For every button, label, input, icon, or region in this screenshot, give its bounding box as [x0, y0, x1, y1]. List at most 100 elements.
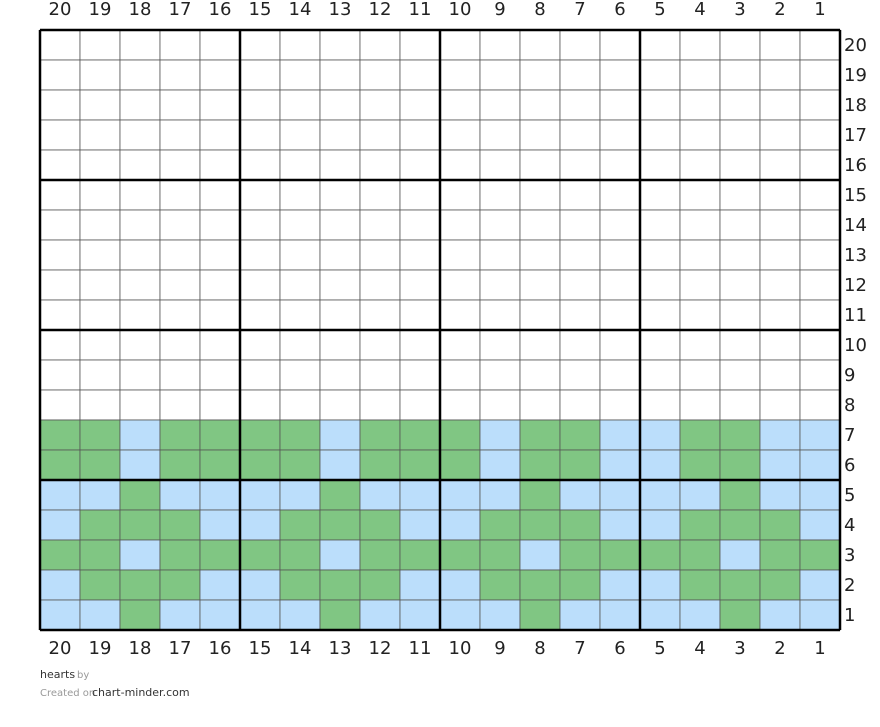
- stitch-cell: [559, 269, 601, 301]
- stitch-cell: [239, 239, 281, 271]
- stitch-cell: [439, 239, 481, 271]
- stitch-cell: [519, 59, 561, 91]
- stitch-cell: [359, 389, 401, 421]
- stitch-cell: [719, 569, 761, 601]
- stitch-cell: [719, 209, 761, 241]
- stitch-cell: [399, 449, 441, 481]
- stitch-cell: [239, 359, 281, 391]
- stitch-cell: [199, 299, 241, 331]
- column-label-top: 13: [329, 0, 352, 20]
- stitch-cell: [279, 329, 321, 361]
- stitch-cell: [439, 359, 481, 391]
- stitch-cell: [159, 539, 201, 571]
- stitch-cell: [439, 509, 481, 541]
- stitch-cell: [359, 59, 401, 91]
- stitch-cell: [439, 449, 481, 481]
- column-label-top: 4: [694, 0, 705, 20]
- stitch-cell: [519, 29, 561, 61]
- column-label-bottom: 2: [774, 638, 785, 659]
- stitch-cell: [799, 359, 841, 391]
- stitch-cell: [439, 149, 481, 181]
- row-label: 8: [844, 395, 855, 416]
- stitch-cell: [239, 209, 281, 241]
- stitch-cell: [399, 119, 441, 151]
- stitch-cell: [39, 389, 81, 421]
- stitch-cell: [239, 509, 281, 541]
- stitch-cell: [719, 299, 761, 331]
- stitch-cell: [199, 329, 241, 361]
- stitch-cell: [519, 119, 561, 151]
- stitch-cell: [639, 479, 681, 511]
- row-label: 9: [844, 365, 855, 386]
- column-label-bottom: 20: [49, 638, 72, 659]
- stitch-cell: [279, 359, 321, 391]
- stitch-cell: [159, 209, 201, 241]
- stitch-cell: [599, 209, 641, 241]
- stitch-cell: [119, 449, 161, 481]
- stitch-cell: [599, 599, 641, 631]
- stitch-cell: [239, 59, 281, 91]
- stitch-cell: [279, 419, 321, 451]
- column-label-top: 10: [449, 0, 472, 20]
- stitch-cell: [679, 59, 721, 91]
- stitch-cell: [559, 29, 601, 61]
- stitch-cell: [439, 569, 481, 601]
- stitch-cell: [39, 209, 81, 241]
- stitch-cell: [759, 419, 801, 451]
- stitch-cell: [359, 539, 401, 571]
- stitch-cell: [39, 149, 81, 181]
- stitch-cell: [519, 299, 561, 331]
- column-label-top: 7: [574, 0, 585, 20]
- stitch-cell: [79, 479, 121, 511]
- stitch-cell: [359, 479, 401, 511]
- stitch-cell: [119, 179, 161, 211]
- stitch-cell: [239, 389, 281, 421]
- stitch-cell: [319, 239, 361, 271]
- stitch-cell: [279, 239, 321, 271]
- stitch-cell: [319, 209, 361, 241]
- stitch-cell: [519, 509, 561, 541]
- stitch-cell: [759, 539, 801, 571]
- column-label-bottom: 14: [289, 638, 312, 659]
- stitch-cell: [119, 29, 161, 61]
- stitch-cell: [319, 359, 361, 391]
- stitch-cell: [599, 569, 641, 601]
- stitch-cell: [559, 359, 601, 391]
- column-label-bottom: 11: [409, 638, 432, 659]
- stitch-cell: [719, 179, 761, 211]
- stitch-cell: [119, 419, 161, 451]
- stitch-cell: [279, 29, 321, 61]
- stitch-cell: [759, 59, 801, 91]
- stitch-cell: [399, 539, 441, 571]
- stitch-cell: [759, 239, 801, 271]
- stitch-cell: [639, 449, 681, 481]
- stitch-cell: [279, 599, 321, 631]
- stitch-cell: [639, 539, 681, 571]
- row-label: 11: [844, 305, 867, 326]
- stitch-cell: [639, 89, 681, 121]
- stitch-cell: [439, 599, 481, 631]
- row-label: 17: [844, 125, 867, 146]
- stitch-cell: [119, 389, 161, 421]
- stitch-cell: [719, 509, 761, 541]
- column-label-top: 9: [494, 0, 505, 20]
- stitch-cell: [39, 359, 81, 391]
- column-label-top: 2: [774, 0, 785, 20]
- stitch-cell: [519, 179, 561, 211]
- site-link[interactable]: chart-minder.com: [92, 686, 190, 699]
- stitch-cell: [159, 509, 201, 541]
- stitch-cell: [679, 419, 721, 451]
- stitch-cell: [159, 599, 201, 631]
- stitch-cell: [799, 539, 841, 571]
- stitch-cell: [199, 419, 241, 451]
- stitch-cell: [279, 209, 321, 241]
- stitch-cell: [119, 209, 161, 241]
- column-label-top: 20: [49, 0, 72, 20]
- row-label: 19: [844, 65, 867, 86]
- stitch-cell: [799, 569, 841, 601]
- stitch-cell: [239, 599, 281, 631]
- column-label-bottom: 16: [209, 638, 232, 659]
- stitch-cell: [519, 89, 561, 121]
- stitch-cell: [519, 269, 561, 301]
